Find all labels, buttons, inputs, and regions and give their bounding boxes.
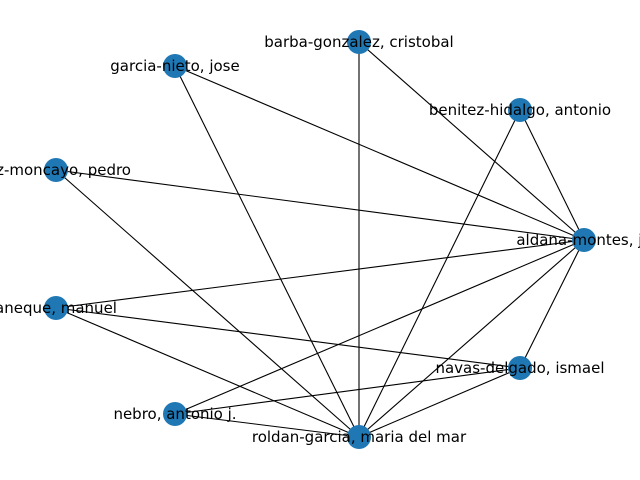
edge-perez-roldan	[55, 169, 360, 438]
node-navas	[508, 356, 532, 380]
edge-navas-nebro	[174, 367, 521, 415]
node-nebro	[163, 402, 187, 426]
node-label-navas: navas-delgado, ismael	[435, 359, 604, 377]
edge-roldan_m-navas	[55, 307, 521, 369]
node-label-barba: barba-gonzalez, cristobal	[264, 33, 453, 51]
edge-aldana-navas	[519, 239, 585, 369]
edge-roldan_m-aldana	[55, 239, 585, 309]
edge-roldan_m-roldan	[55, 307, 360, 438]
edge-aldana-roldan	[358, 239, 585, 438]
node-label-benitez: benitez-hidalgo, antonio	[429, 101, 611, 119]
edge-perez-aldana	[55, 169, 585, 241]
node-label-perez: rez-moncayo, pedro	[0, 161, 131, 179]
node-label-nebro: nebro, antonio j.	[113, 405, 236, 423]
node-garcia	[163, 54, 187, 78]
edge-aldana-nebro	[174, 239, 585, 415]
node-roldan	[347, 425, 371, 449]
edge-barba-aldana	[358, 41, 585, 241]
node-barba	[347, 30, 371, 54]
node-label-roldan: roldan-garcia, maria del mar	[252, 428, 467, 446]
node-label-roldan_m: aneque, manuel	[0, 299, 117, 317]
node-label-garcia: garcia-nieto, jose	[110, 57, 239, 75]
edge-benitez-roldan	[358, 109, 521, 438]
edge-benitez-aldana	[519, 109, 585, 241]
edge-navas-roldan	[358, 367, 521, 438]
node-roldan_m	[44, 296, 68, 320]
graph-labels: barba-gonzalez, cristobal garcia-nieto, j…	[0, 33, 640, 446]
node-perez	[44, 158, 68, 182]
graph-edges	[55, 41, 585, 438]
edge-garcia-aldana	[174, 65, 585, 241]
edge-nebro-roldan	[174, 413, 360, 438]
graph-nodes	[44, 30, 596, 449]
node-aldana	[572, 228, 596, 252]
edge-garcia-roldan	[174, 65, 360, 438]
node-benitez	[508, 98, 532, 122]
node-label-aldana: aldana-montes, jo	[516, 231, 640, 249]
